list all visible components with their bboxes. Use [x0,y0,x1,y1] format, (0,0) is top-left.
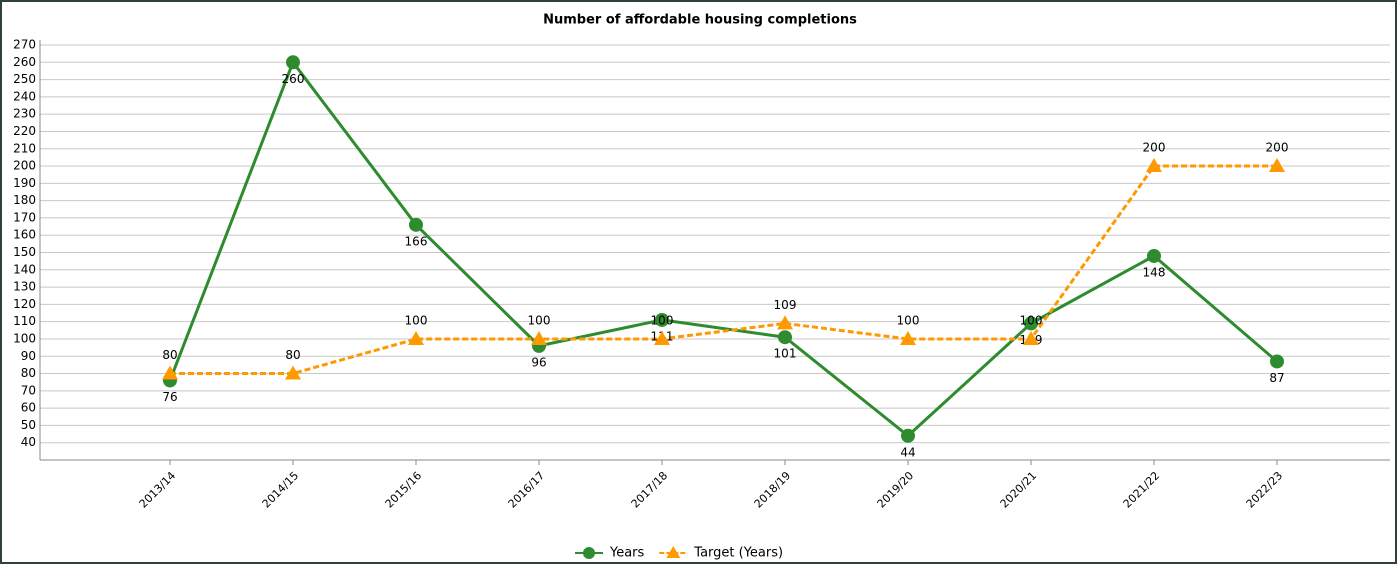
value-label: 166 [405,234,428,248]
value-label: 109 [774,298,797,312]
y-tick-label: 130 [13,280,36,294]
chart-title: Number of affordable housing completions [543,13,857,28]
legend-marker [666,546,681,558]
y-tick-label: 240 [13,89,36,103]
y-tick-label: 250 [13,72,36,86]
value-label: 80 [285,348,300,362]
point [409,217,423,232]
point [778,330,792,345]
y-tick-label: 230 [13,107,36,121]
point [1023,330,1039,345]
y-tick-label: 210 [13,141,36,155]
y-tick-label: 120 [13,297,36,311]
value-label: 96 [531,355,546,369]
value-label: 44 [900,445,915,459]
value-label: 260 [282,72,305,86]
value-label: 200 [1266,141,1289,155]
value-label: 100 [651,313,674,327]
y-tick-label: 220 [13,124,36,138]
y-tick-label: 40 [21,435,36,449]
value-label: 101 [774,347,797,361]
value-label: 100 [1020,313,1043,327]
value-label: 100 [405,313,428,327]
point [1269,158,1285,173]
legend-label: Target (Years) [693,546,783,561]
point [901,428,915,443]
y-tick-label: 270 [13,38,36,52]
point [777,315,793,330]
value-label: 100 [897,313,920,327]
y-tick-label: 150 [13,245,36,259]
y-tick-label: 110 [13,314,36,328]
y-tick-label: 100 [13,331,36,345]
legend-marker [583,547,595,559]
value-label: 148 [1143,265,1166,279]
point [655,312,669,327]
series-line [168,59,1278,438]
point [408,330,424,345]
point [1270,354,1284,369]
y-tick-label: 80 [21,366,36,380]
y-tick-label: 170 [13,210,36,224]
series-line [170,164,1277,376]
point [285,365,301,380]
point [900,330,916,345]
value-label: 200 [1143,141,1166,155]
point [654,330,670,345]
point [1146,158,1162,173]
y-tick-label: 260 [13,55,36,69]
legend-label: Years [609,546,645,561]
value-label: 80 [162,348,177,362]
y-tick-label: 60 [21,401,36,415]
point [286,55,300,70]
y-tick-label: 140 [13,262,36,276]
point [1147,248,1161,263]
y-tick-label: 90 [21,349,36,363]
y-tick-label: 180 [13,193,36,207]
y-tick-label: 160 [13,228,36,242]
point [531,330,547,345]
y-tick-label: 50 [21,418,36,432]
point [162,365,178,380]
value-label: 76 [162,390,177,404]
value-label: 100 [528,313,551,327]
y-tick-label: 200 [13,159,36,173]
value-label: 87 [1269,371,1284,385]
y-tick-label: 70 [21,383,36,397]
point [1024,316,1038,331]
y-tick-label: 190 [13,176,36,190]
